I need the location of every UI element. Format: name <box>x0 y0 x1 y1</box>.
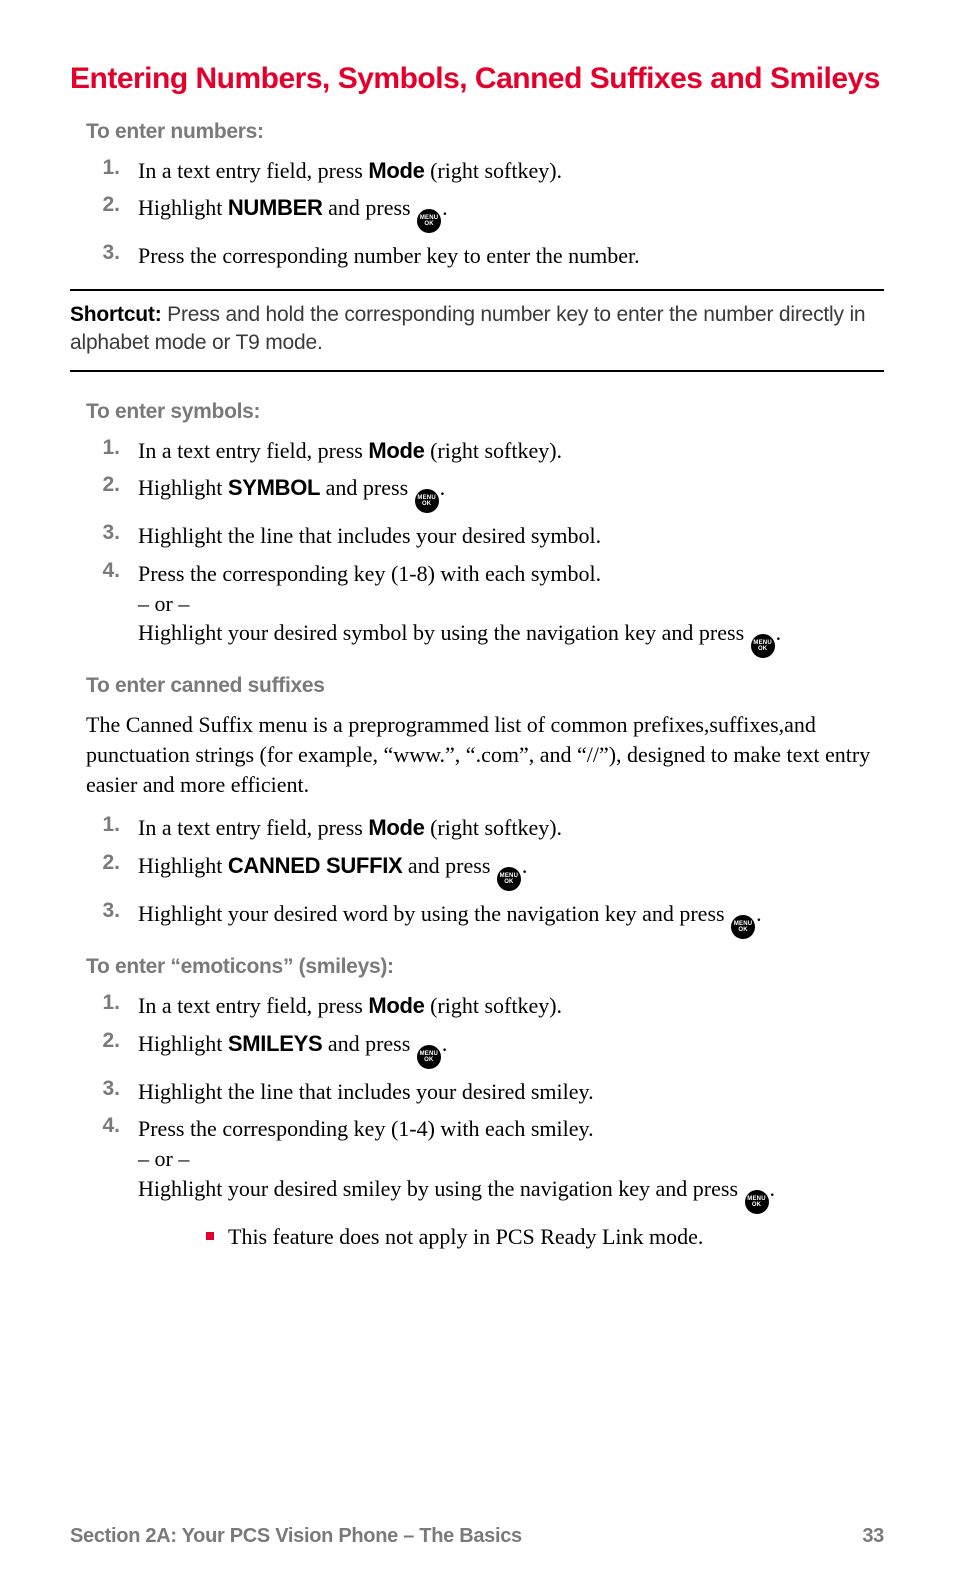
step-number: 1. <box>86 156 138 186</box>
step-number: 3. <box>86 521 138 551</box>
step-number: 2. <box>86 851 138 891</box>
menu-ok-icon: MENUOK <box>731 915 755 939</box>
menu-ok-icon: MENUOK <box>417 1045 441 1069</box>
list-item: 2. Highlight NUMBER and press MENUOK. <box>86 193 884 233</box>
square-bullet-icon <box>206 1232 214 1240</box>
list-item: 1. In a text entry field, press Mode (ri… <box>86 813 884 843</box>
menu-ok-icon: MENUOK <box>417 209 441 233</box>
menu-ok-icon: MENUOK <box>415 489 439 513</box>
list-item: 4. Press the corresponding key (1-4) wit… <box>86 1114 884 1251</box>
canned-paragraph: The Canned Suffix menu is a preprogramme… <box>86 710 884 799</box>
step-body: Highlight SYMBOL and press MENUOK. <box>138 473 884 513</box>
list-item: 2. Highlight SMILEYS and press MENUOK. <box>86 1029 884 1069</box>
page-title: Entering Numbers, Symbols, Canned Suffix… <box>70 60 884 98</box>
step-body: Press the corresponding number key to en… <box>138 241 884 271</box>
step-number: 1. <box>86 991 138 1021</box>
menu-ok-icon: MENUOK <box>497 867 521 891</box>
shortcut-text: Shortcut: Press and hold the correspondi… <box>70 301 884 358</box>
step-number: 4. <box>86 1114 138 1251</box>
list-item: 1. In a text entry field, press Mode (ri… <box>86 156 884 186</box>
step-body: Highlight SMILEYS and press MENUOK. <box>138 1029 884 1069</box>
step-body: Highlight CANNED SUFFIX and press MENUOK… <box>138 851 884 891</box>
note-bullet: This feature does not apply in PCS Ready… <box>206 1222 884 1252</box>
footer-section: Section 2A: Your PCS Vision Phone – The … <box>70 1525 522 1548</box>
step-number: 4. <box>86 559 138 658</box>
list-item: 3. Press the corresponding number key to… <box>86 241 884 271</box>
shortcut-box: Shortcut: Press and hold the correspondi… <box>70 289 884 372</box>
step-body: Highlight the line that includes your de… <box>138 521 884 551</box>
step-body: In a text entry field, press Mode (right… <box>138 436 884 466</box>
menu-ok-icon: MENUOK <box>751 634 775 658</box>
steps-smileys: 1. In a text entry field, press Mode (ri… <box>86 991 884 1251</box>
step-number: 3. <box>86 899 138 939</box>
list-item: 3. Highlight the line that includes your… <box>86 1077 884 1107</box>
list-item: 1. In a text entry field, press Mode (ri… <box>86 436 884 466</box>
step-body: Highlight your desired word by using the… <box>138 899 884 939</box>
steps-numbers: 1. In a text entry field, press Mode (ri… <box>86 156 884 271</box>
step-number: 2. <box>86 193 138 233</box>
list-item: 3. Highlight your desired word by using … <box>86 899 884 939</box>
list-item: 4. Press the corresponding key (1-8) wit… <box>86 559 884 658</box>
page-footer: Section 2A: Your PCS Vision Phone – The … <box>70 1525 884 1548</box>
step-number: 3. <box>86 241 138 271</box>
step-number: 2. <box>86 473 138 513</box>
step-body: Press the corresponding key (1-8) with e… <box>138 559 884 658</box>
step-number: 1. <box>86 436 138 466</box>
menu-ok-icon: MENUOK <box>745 1190 769 1214</box>
note-text: This feature does not apply in PCS Ready… <box>228 1222 703 1252</box>
subhead-canned: To enter canned suffixes <box>86 674 884 698</box>
step-number: 1. <box>86 813 138 843</box>
step-body: Highlight the line that includes your de… <box>138 1077 884 1107</box>
list-item: 1. In a text entry field, press Mode (ri… <box>86 991 884 1021</box>
steps-symbols: 1. In a text entry field, press Mode (ri… <box>86 436 884 659</box>
step-body: Highlight NUMBER and press MENUOK. <box>138 193 884 233</box>
subhead-smileys: To enter “emoticons” (smileys): <box>86 955 884 979</box>
list-item: 2. Highlight SYMBOL and press MENUOK. <box>86 473 884 513</box>
step-body: Press the corresponding key (1-4) with e… <box>138 1114 884 1251</box>
step-body: In a text entry field, press Mode (right… <box>138 813 884 843</box>
subhead-symbols: To enter symbols: <box>86 400 884 424</box>
subhead-numbers: To enter numbers: <box>86 120 884 144</box>
list-item: 2. Highlight CANNED SUFFIX and press MEN… <box>86 851 884 891</box>
step-number: 3. <box>86 1077 138 1107</box>
steps-canned: 1. In a text entry field, press Mode (ri… <box>86 813 884 939</box>
step-body: In a text entry field, press Mode (right… <box>138 156 884 186</box>
list-item: 3. Highlight the line that includes your… <box>86 521 884 551</box>
step-body: In a text entry field, press Mode (right… <box>138 991 884 1021</box>
footer-page-number: 33 <box>862 1525 884 1548</box>
step-number: 2. <box>86 1029 138 1069</box>
